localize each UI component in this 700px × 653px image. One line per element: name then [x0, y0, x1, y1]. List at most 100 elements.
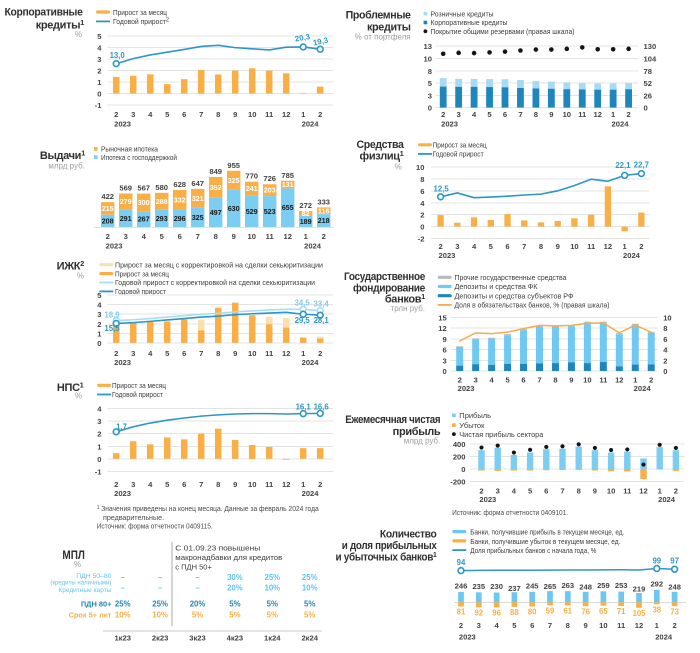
svg-text:Годовой прирост: Годовой прирост — [115, 287, 166, 296]
svg-text:2: 2 — [420, 211, 424, 220]
svg-text:и убыточных банков1: и убыточных банков1 — [336, 550, 437, 564]
svg-text:кредиты1: кредиты1 — [36, 18, 84, 32]
svg-text:2023: 2023 — [441, 119, 458, 128]
svg-text:94: 94 — [457, 558, 466, 567]
svg-text:4к23: 4к23 — [227, 634, 243, 643]
svg-text:5: 5 — [428, 79, 433, 88]
svg-text:3: 3 — [428, 91, 432, 100]
svg-text:3: 3 — [477, 621, 481, 630]
svg-text:10: 10 — [248, 110, 256, 119]
svg-text:2: 2 — [672, 621, 676, 630]
svg-text:–: – — [195, 573, 200, 582]
svg-text:770: 770 — [245, 172, 258, 181]
svg-text:Прирост за месяц: Прирост за месяц — [113, 8, 168, 17]
svg-text:8: 8 — [566, 621, 570, 630]
svg-text:630: 630 — [228, 204, 240, 213]
svg-text:%: % — [395, 163, 402, 172]
svg-text:19,3: 19,3 — [312, 35, 329, 47]
svg-text:8: 8 — [539, 242, 543, 251]
svg-text:38: 38 — [652, 605, 661, 614]
svg-text:245: 245 — [526, 582, 539, 591]
svg-text:4: 4 — [490, 375, 495, 384]
svg-text:2: 2 — [458, 375, 462, 384]
svg-text:1: 1 — [304, 232, 309, 241]
svg-text:10%: 10% — [115, 611, 131, 620]
svg-text:4: 4 — [494, 621, 499, 630]
svg-text:246: 246 — [455, 581, 468, 590]
svg-text:235: 235 — [472, 582, 485, 591]
svg-text:5%: 5% — [267, 611, 278, 620]
svg-text:9: 9 — [442, 335, 446, 344]
svg-text:6: 6 — [505, 242, 509, 251]
svg-text:1: 1 — [301, 480, 306, 489]
svg-text:80: 80 — [528, 608, 537, 617]
svg-text:2: 2 — [639, 242, 643, 251]
svg-text:12: 12 — [593, 110, 601, 119]
svg-text:10%: 10% — [152, 611, 168, 620]
svg-text:Доля в обязательствах банков,: Доля в обязательствах банков, % (правая … — [455, 301, 610, 310]
svg-text:3: 3 — [442, 356, 446, 365]
svg-text:4: 4 — [142, 232, 147, 241]
svg-text:МПЛ: МПЛ — [62, 548, 85, 562]
svg-text:18,9: 18,9 — [104, 311, 120, 320]
svg-text:7: 7 — [522, 242, 526, 251]
svg-text:9: 9 — [556, 242, 560, 251]
svg-text:Розничные кредиты: Розничные кредиты — [431, 9, 494, 18]
svg-text:11: 11 — [623, 487, 632, 496]
svg-text:726: 726 — [263, 174, 276, 183]
svg-text:82: 82 — [302, 209, 310, 218]
svg-text:265: 265 — [544, 582, 557, 591]
svg-text:20%: 20% — [190, 599, 206, 608]
svg-text:6: 6 — [182, 110, 186, 119]
svg-text:131: 131 — [282, 180, 294, 189]
svg-text:6: 6 — [182, 349, 186, 358]
svg-text:3: 3 — [457, 110, 461, 119]
svg-text:и доля прибыльных: и доля прибыльных — [342, 540, 438, 552]
svg-text:10: 10 — [607, 487, 615, 496]
svg-text:кредиты: кредиты — [367, 22, 411, 34]
svg-text:215: 215 — [102, 204, 114, 213]
svg-text:241: 241 — [246, 184, 258, 193]
svg-text:2: 2 — [459, 621, 463, 630]
svg-text:2023: 2023 — [479, 495, 496, 504]
svg-text:5: 5 — [165, 349, 170, 358]
svg-text:12: 12 — [282, 110, 290, 119]
svg-text:13: 13 — [424, 42, 432, 51]
svg-text:81: 81 — [457, 608, 466, 617]
svg-text:15,5: 15,5 — [104, 324, 120, 333]
svg-text:4: 4 — [420, 199, 425, 208]
svg-text:Доля прибыльных банков с начал: Доля прибыльных банков с начала года, % — [470, 546, 596, 555]
svg-text:4: 4 — [148, 110, 153, 119]
svg-text:3: 3 — [97, 55, 101, 64]
svg-text:88: 88 — [510, 608, 519, 617]
svg-text:Годовой прирост с корректировк: Годовой прирост с корректировкой на сдел… — [115, 278, 315, 287]
svg-text:1: 1 — [301, 110, 306, 119]
svg-text:ПДН 50–80: ПДН 50–80 — [76, 573, 111, 580]
svg-text:12: 12 — [635, 621, 643, 630]
svg-text:2к24: 2к24 — [301, 634, 318, 643]
svg-text:% от портфеля: % от портфеля — [355, 32, 411, 41]
svg-text:Государственное: Государственное — [344, 271, 425, 283]
svg-text:78: 78 — [644, 67, 652, 76]
svg-text:11: 11 — [265, 349, 274, 358]
svg-text:Средства: Средства — [357, 139, 405, 151]
svg-text:Покрытие общими резервами (пра: Покрытие общими резервами (правая шкала) — [431, 27, 575, 36]
svg-text:2023: 2023 — [114, 489, 131, 498]
svg-text:2024: 2024 — [612, 119, 630, 128]
svg-text:5%: 5% — [192, 611, 203, 620]
svg-text:2023: 2023 — [459, 632, 476, 641]
svg-text:30%: 30% — [227, 573, 243, 582]
svg-text:млрд руб.: млрд руб. — [404, 437, 441, 446]
svg-text:104: 104 — [644, 55, 657, 64]
svg-text:Корпоративные: Корпоративные — [5, 6, 83, 18]
svg-text:253: 253 — [615, 581, 628, 590]
svg-text:(кредиты наличными): (кредиты наличными) — [50, 579, 111, 586]
svg-text:6: 6 — [420, 187, 424, 196]
svg-text:2023: 2023 — [114, 358, 131, 367]
svg-text:2: 2 — [97, 67, 101, 76]
svg-text:12: 12 — [283, 232, 291, 241]
svg-text:8: 8 — [420, 175, 424, 184]
svg-text:ИЖК2: ИЖК2 — [57, 259, 85, 273]
svg-text:12: 12 — [639, 487, 647, 496]
svg-text:-1: -1 — [95, 467, 103, 476]
